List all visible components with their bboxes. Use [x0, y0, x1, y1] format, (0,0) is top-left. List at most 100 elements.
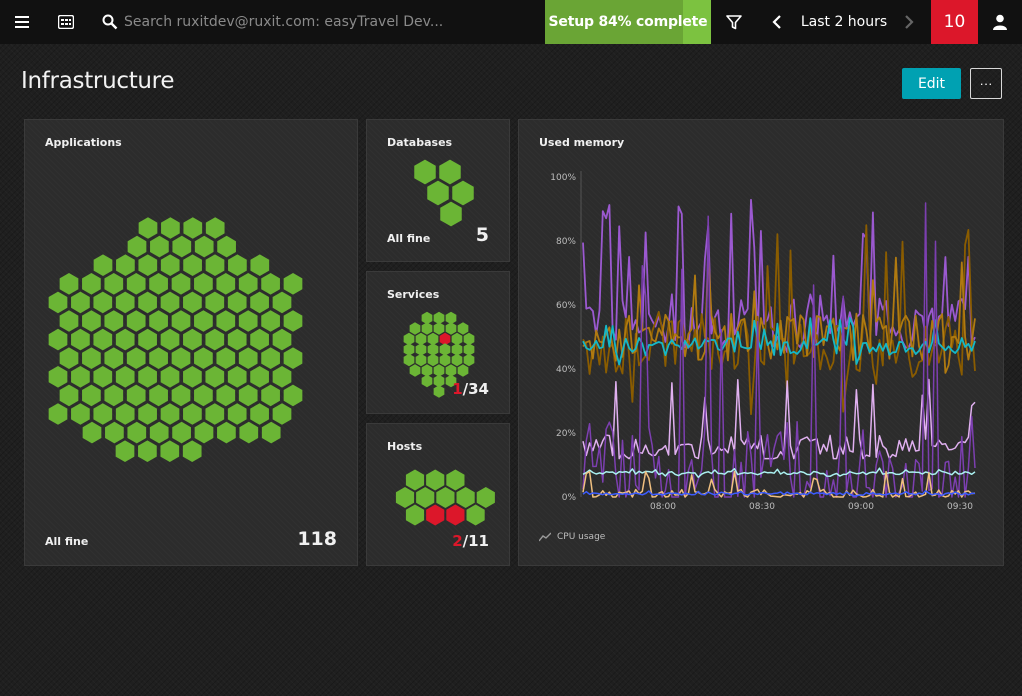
application-hex[interactable] [227, 366, 247, 388]
application-hex[interactable] [115, 440, 135, 462]
application-hex[interactable] [105, 421, 124, 444]
application-hex[interactable] [48, 403, 68, 425]
databases-tile[interactable]: Databases All fine 5 [366, 119, 510, 262]
application-hex[interactable] [171, 347, 191, 369]
database-hex[interactable] [452, 180, 474, 206]
service-hex[interactable] [433, 322, 445, 335]
problems-badge[interactable]: 10 [931, 0, 978, 44]
application-hex[interactable] [160, 328, 180, 351]
service-hex[interactable] [403, 332, 415, 346]
chevron-right-icon[interactable] [898, 0, 920, 44]
application-hex[interactable] [194, 347, 213, 369]
application-hex[interactable] [194, 235, 214, 258]
application-hex[interactable] [93, 328, 113, 351]
application-hex[interactable] [104, 310, 124, 332]
application-hex[interactable] [261, 384, 280, 407]
host-hex[interactable] [456, 487, 475, 508]
application-hex[interactable] [283, 347, 303, 369]
services-tile[interactable]: Services 1/34 [366, 271, 510, 414]
used-memory-tile[interactable]: Used memory 0% 20% 40% 60% 80% 100% 08:00 08:30… [518, 119, 1004, 566]
application-hex[interactable] [194, 310, 213, 332]
application-hex[interactable] [104, 273, 124, 295]
application-hex[interactable] [216, 273, 236, 295]
application-hex[interactable] [272, 366, 292, 388]
application-hex[interactable] [217, 235, 236, 258]
service-hex[interactable] [445, 322, 457, 335]
application-hex[interactable] [48, 291, 68, 314]
service-hex[interactable] [457, 364, 469, 377]
host-hex[interactable] [426, 469, 445, 491]
memory-series-line[interactable] [582, 470, 976, 498]
application-hex[interactable] [160, 291, 180, 314]
application-hex[interactable] [216, 384, 236, 407]
application-hex[interactable] [205, 403, 225, 425]
service-hex[interactable] [433, 385, 445, 398]
service-hex[interactable] [451, 343, 463, 356]
application-hex[interactable] [283, 310, 303, 332]
application-hex[interactable] [250, 291, 269, 314]
service-hex[interactable] [445, 311, 457, 325]
application-hex[interactable] [82, 421, 102, 444]
application-hex[interactable] [149, 347, 168, 369]
application-hex[interactable] [261, 347, 280, 369]
service-hex[interactable] [439, 343, 451, 356]
application-hex[interactable] [205, 254, 225, 276]
application-hex[interactable] [93, 366, 113, 388]
application-hex[interactable] [205, 217, 225, 239]
application-hex[interactable] [272, 291, 292, 314]
application-hex[interactable] [127, 235, 147, 258]
application-hex[interactable] [115, 366, 135, 388]
application-hex[interactable] [261, 273, 280, 295]
database-hex[interactable] [440, 201, 462, 227]
application-hex[interactable] [272, 403, 292, 425]
application-hex[interactable] [183, 328, 202, 351]
service-hex[interactable] [409, 322, 421, 335]
database-hex[interactable] [414, 159, 436, 185]
application-hex[interactable] [250, 366, 269, 388]
application-hex[interactable] [227, 291, 247, 314]
host-hex[interactable] [466, 504, 485, 526]
application-hex[interactable] [194, 384, 213, 407]
timeframe-selector[interactable]: Last 2 hours [796, 0, 892, 44]
memory-series-line[interactable] [582, 490, 976, 497]
application-hex[interactable] [183, 403, 202, 425]
host-hex-problem[interactable] [426, 504, 445, 526]
application-hex[interactable] [104, 347, 124, 369]
applications-tile[interactable]: Applications All fine 118 [24, 119, 358, 566]
application-hex[interactable] [126, 347, 146, 369]
service-hex[interactable] [409, 364, 421, 377]
application-hex[interactable] [261, 421, 281, 444]
application-hex[interactable] [183, 291, 202, 314]
application-hex[interactable] [115, 403, 135, 425]
service-hex[interactable] [463, 353, 475, 367]
service-hex[interactable] [421, 374, 433, 388]
application-hex[interactable] [71, 328, 90, 351]
application-hex[interactable] [116, 254, 135, 276]
application-hex[interactable] [250, 254, 270, 276]
application-hex[interactable] [48, 328, 68, 351]
service-hex[interactable] [403, 353, 415, 367]
application-hex[interactable] [205, 366, 225, 388]
application-hex[interactable] [71, 403, 90, 425]
more-options-button[interactable]: ··· [970, 68, 1002, 99]
host-hex[interactable] [416, 487, 435, 508]
service-hex[interactable] [457, 322, 469, 335]
application-hex[interactable] [93, 403, 113, 425]
application-hex[interactable] [238, 384, 258, 407]
application-hex[interactable] [238, 310, 258, 332]
application-hex[interactable] [138, 440, 157, 462]
application-hex[interactable] [115, 328, 135, 351]
application-hex[interactable] [126, 384, 146, 407]
application-hex[interactable] [126, 273, 146, 295]
service-hex-problem[interactable] [439, 332, 451, 346]
application-hex[interactable] [283, 384, 303, 407]
application-hex[interactable] [59, 347, 79, 369]
database-hex[interactable] [439, 159, 461, 185]
memory-series-line[interactable] [582, 317, 976, 366]
dashboard-icon[interactable] [52, 0, 80, 44]
host-hex[interactable] [436, 487, 455, 508]
service-hex[interactable] [433, 364, 445, 377]
menu-icon[interactable] [8, 0, 36, 44]
application-hex[interactable] [194, 421, 214, 444]
application-hex[interactable] [283, 273, 303, 295]
